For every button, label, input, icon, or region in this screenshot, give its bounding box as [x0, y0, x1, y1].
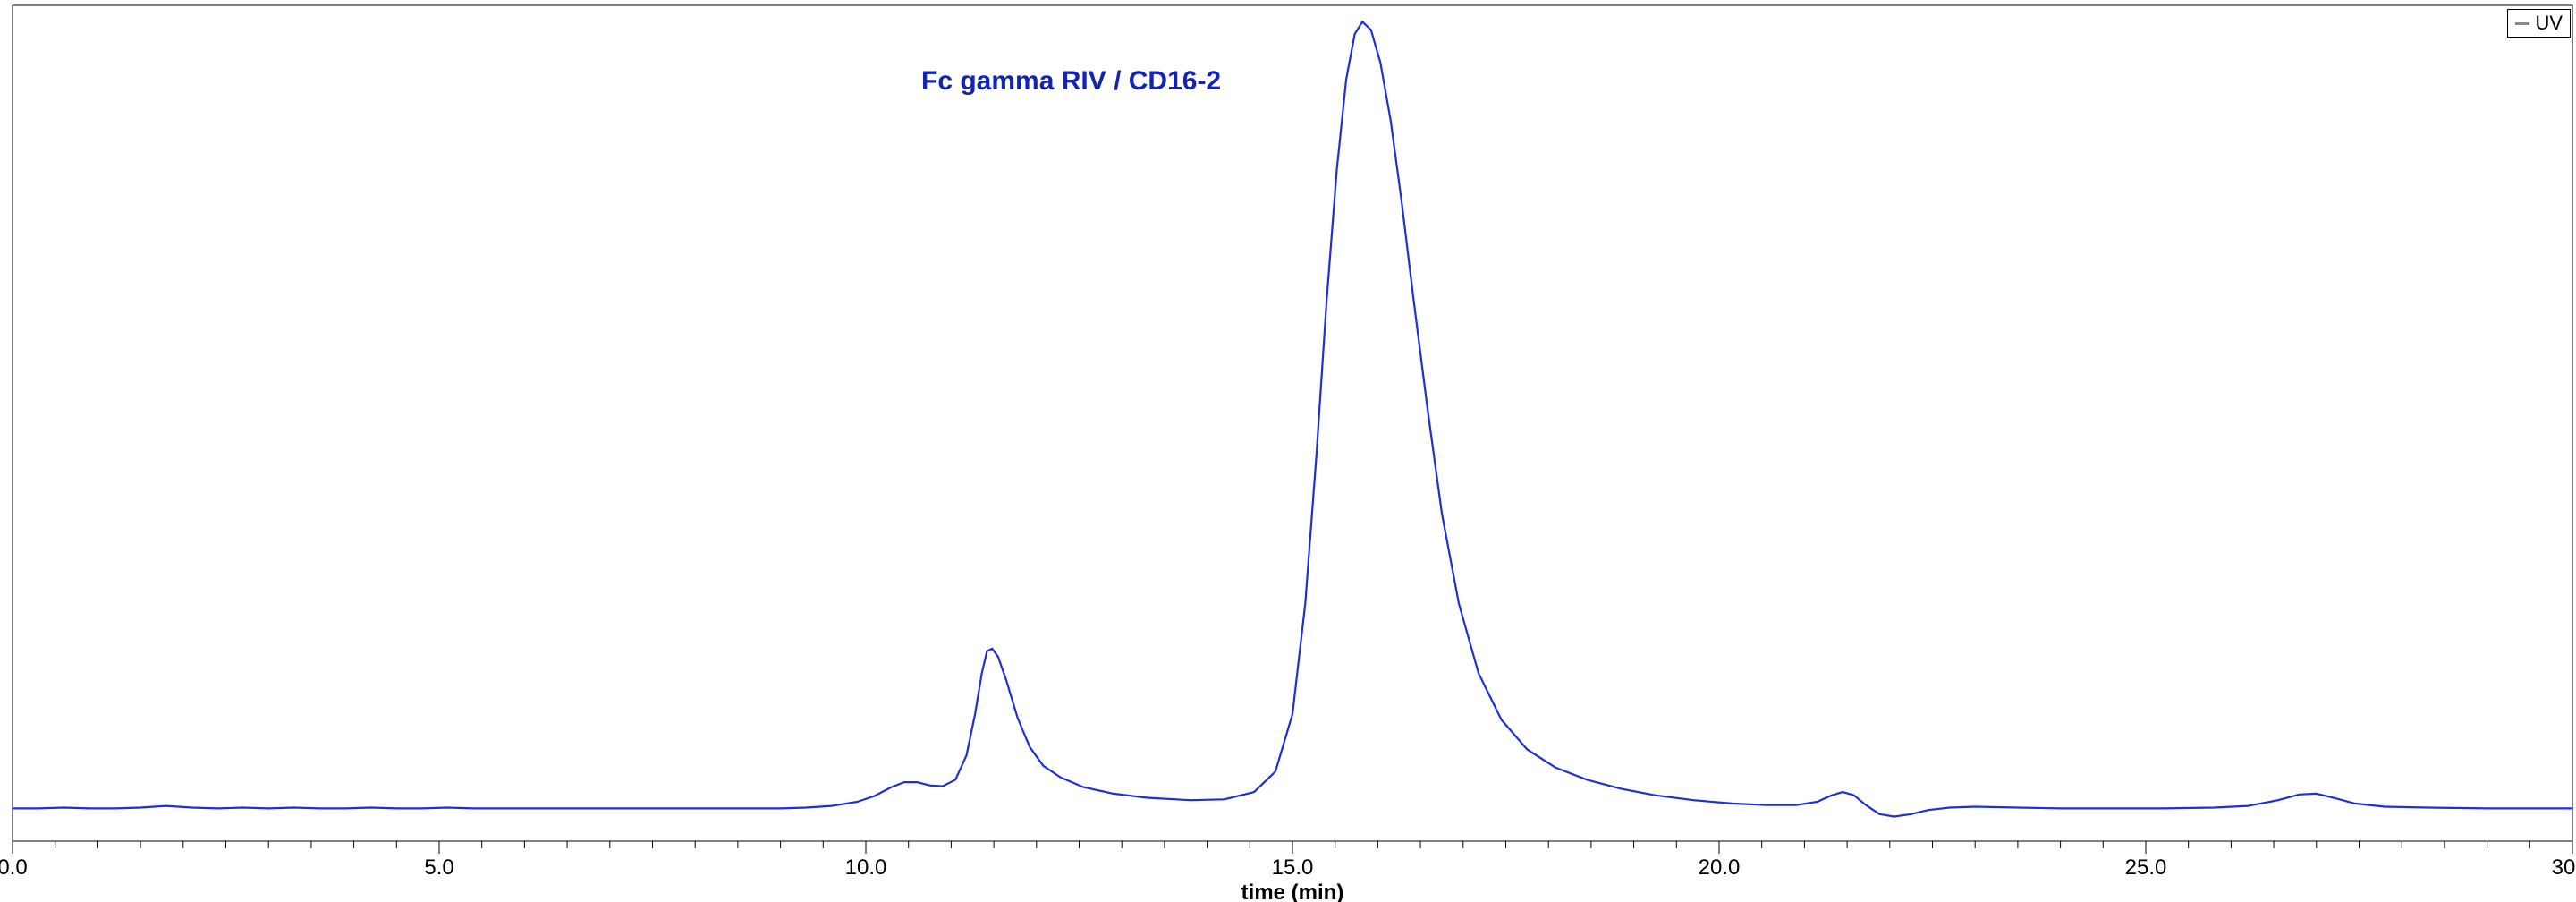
legend-label: UV [2535, 12, 2563, 35]
legend: UV [2507, 9, 2571, 38]
x-axis-label: time (min) [1241, 881, 1344, 902]
x-tick-label: 10.0 [845, 855, 887, 881]
peak-annotation: Fc gamma RIV / CD16-2 [921, 66, 1221, 97]
x-tick-label: 20.0 [1699, 855, 1741, 881]
legend-swatch [2515, 22, 2529, 25]
x-tick-label: 0.0 [0, 855, 28, 881]
x-tick-label: 15.0 [1272, 855, 1314, 881]
x-tick-label: 30.0 [2552, 855, 2576, 881]
chromatogram-chart: Fc gamma RIV / CD16-2 UV time (min) 0.0 5… [0, 0, 2576, 902]
chart-svg [0, 0, 2576, 902]
x-tick-label: 5.0 [424, 855, 453, 881]
x-tick-label: 25.0 [2125, 855, 2167, 881]
